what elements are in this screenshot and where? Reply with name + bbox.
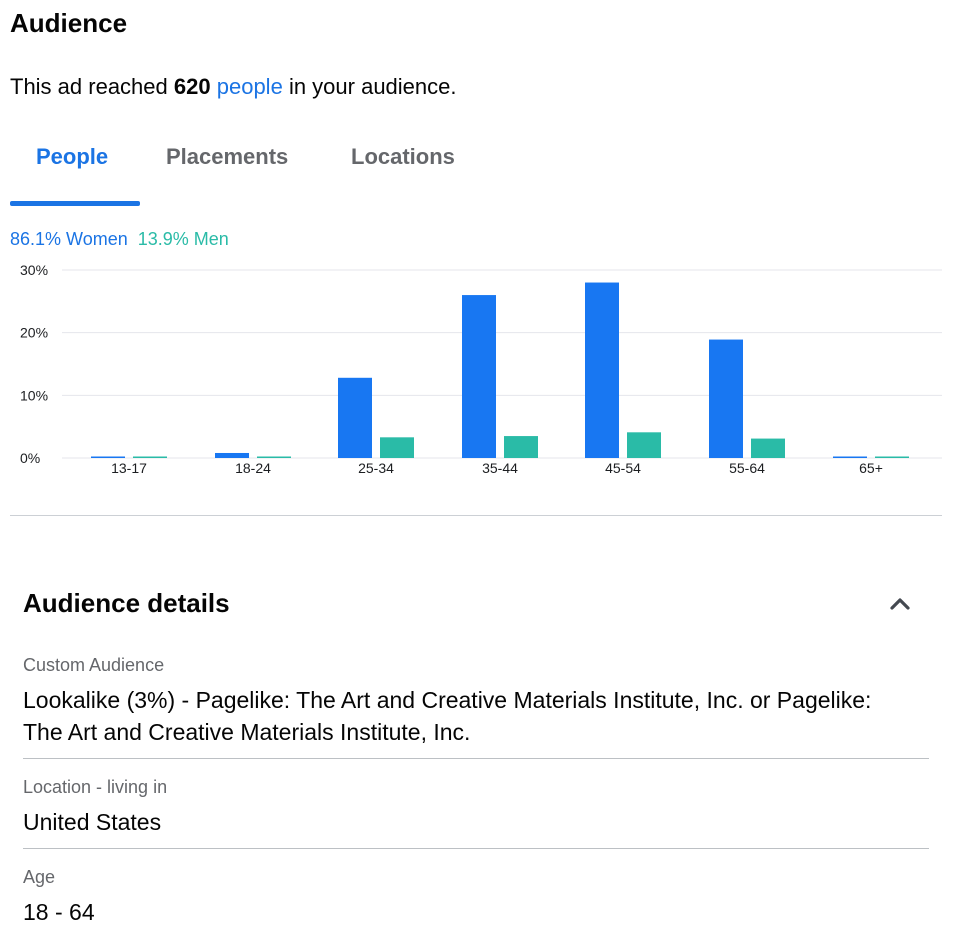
reach-count: 620 (173, 74, 211, 99)
section-divider (10, 515, 942, 516)
bar-men-45-54 (627, 432, 661, 458)
x-tick-label: 18-24 (235, 460, 271, 476)
tab-locations[interactable]: Locations (351, 144, 455, 169)
x-tick-label: 65+ (859, 460, 883, 476)
bar-women-35-44 (462, 295, 496, 458)
bar-men-13-17 (133, 456, 167, 458)
bar-men-55-64 (751, 438, 785, 458)
location-label: Location - living in (23, 777, 168, 797)
bar-women-18-24 (215, 452, 249, 458)
row-divider (23, 848, 929, 849)
gender-legend: 86.1% Women 13.9% Men (10, 229, 229, 250)
reach-prefix: This ad reached (10, 74, 168, 99)
chart-gridlines (62, 269, 942, 459)
location-value: United States (23, 809, 162, 835)
legend-men: 13.9% Men (137, 229, 229, 249)
custom-audience-label: Custom Audience (23, 655, 165, 675)
age-gender-bar-chart: 0% 10% 20% 30% 13-17 18-24 25-34 35-44 45-54 55-… (20, 262, 942, 476)
chevron-up-icon[interactable] (886, 590, 914, 618)
bar-men-65+ (875, 456, 909, 458)
age-label: Age (23, 867, 56, 887)
bar-men-18-24 (257, 456, 291, 458)
bar-men-35-44 (504, 436, 538, 458)
x-tick-label: 35-44 (482, 460, 518, 476)
people-link[interactable]: people (216, 74, 283, 99)
tab-people[interactable]: People (36, 144, 109, 169)
bar-women-55-64 (709, 339, 743, 458)
tab-placements[interactable]: Placements (166, 144, 289, 169)
chart-bars (91, 282, 909, 458)
y-tick-label: 30% (20, 262, 48, 278)
x-tick-label: 45-54 (605, 460, 641, 476)
audience-details-title: Audience details (23, 588, 230, 618)
legend-women: 86.1% Women (10, 229, 128, 249)
y-tick-label: 20% (20, 325, 48, 341)
x-axis-ticks: 13-17 18-24 25-34 35-44 45-54 55-64 65+ (111, 460, 883, 476)
reach-suffix: in your audience. (288, 74, 457, 99)
bar-women-13-17 (91, 456, 125, 458)
x-tick-label: 55-64 (729, 460, 765, 476)
bar-men-25-34 (380, 437, 414, 458)
y-tick-label: 10% (20, 387, 48, 403)
age-value: 18 - 64 (23, 899, 95, 925)
x-tick-label: 13-17 (111, 460, 147, 476)
bar-women-25-34 (338, 377, 372, 458)
y-tick-label: 0% (20, 450, 40, 466)
reach-summary: This ad reached 620 people in your audie… (10, 74, 457, 100)
bar-women-65+ (833, 456, 867, 458)
custom-audience-value: Lookalike (3%) - Pagelike: The Art and C… (23, 687, 872, 745)
row-divider (23, 758, 929, 759)
y-axis-ticks: 0% 10% 20% 30% (20, 262, 48, 466)
x-tick-label: 25-34 (358, 460, 394, 476)
page-title: Audience (10, 8, 128, 38)
bar-women-45-54 (585, 282, 619, 458)
active-tab-indicator (10, 201, 140, 206)
